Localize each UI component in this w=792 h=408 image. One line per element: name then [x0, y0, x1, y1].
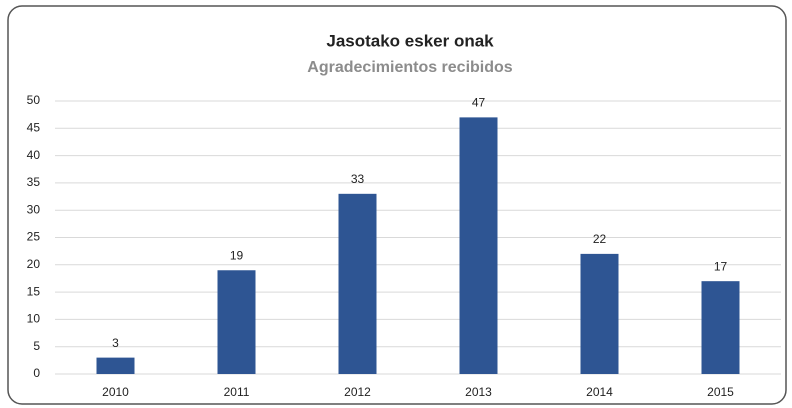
y-tick-label: 30: [27, 202, 41, 216]
y-tick-label: 40: [27, 148, 41, 162]
y-tick-label: 35: [27, 175, 41, 189]
data-label: 3: [112, 336, 119, 350]
bar: [701, 281, 740, 374]
bar: [459, 117, 498, 374]
data-label: 17: [714, 259, 728, 273]
y-tick-label: 5: [33, 339, 40, 353]
x-tick-label: 2010: [102, 385, 129, 399]
bar: [217, 270, 256, 374]
x-tick-label: 2014: [586, 385, 613, 399]
y-tick-label: 15: [27, 284, 41, 298]
data-label: 33: [351, 172, 365, 186]
y-tick-label: 25: [27, 230, 41, 244]
bar: [96, 357, 135, 374]
x-tick-label: 2011: [224, 385, 250, 399]
data-label: 19: [230, 248, 244, 262]
x-tick-label: 2015: [707, 385, 734, 399]
chart-title: Jasotako esker onak: [326, 31, 494, 50]
y-tick-label: 0: [33, 366, 40, 380]
data-label: 47: [472, 96, 486, 110]
x-tick-label: 2013: [465, 385, 492, 399]
chart-subtitle: Agradecimientos recibidos: [307, 59, 512, 76]
y-tick-label: 50: [27, 93, 41, 107]
y-tick-label: 10: [27, 312, 41, 326]
data-label: 22: [593, 232, 607, 246]
y-tick-label: 20: [27, 257, 41, 271]
y-tick-label: 45: [27, 120, 41, 134]
bar: [580, 253, 619, 374]
bar: [338, 193, 377, 374]
x-tick-label: 2012: [344, 385, 371, 399]
